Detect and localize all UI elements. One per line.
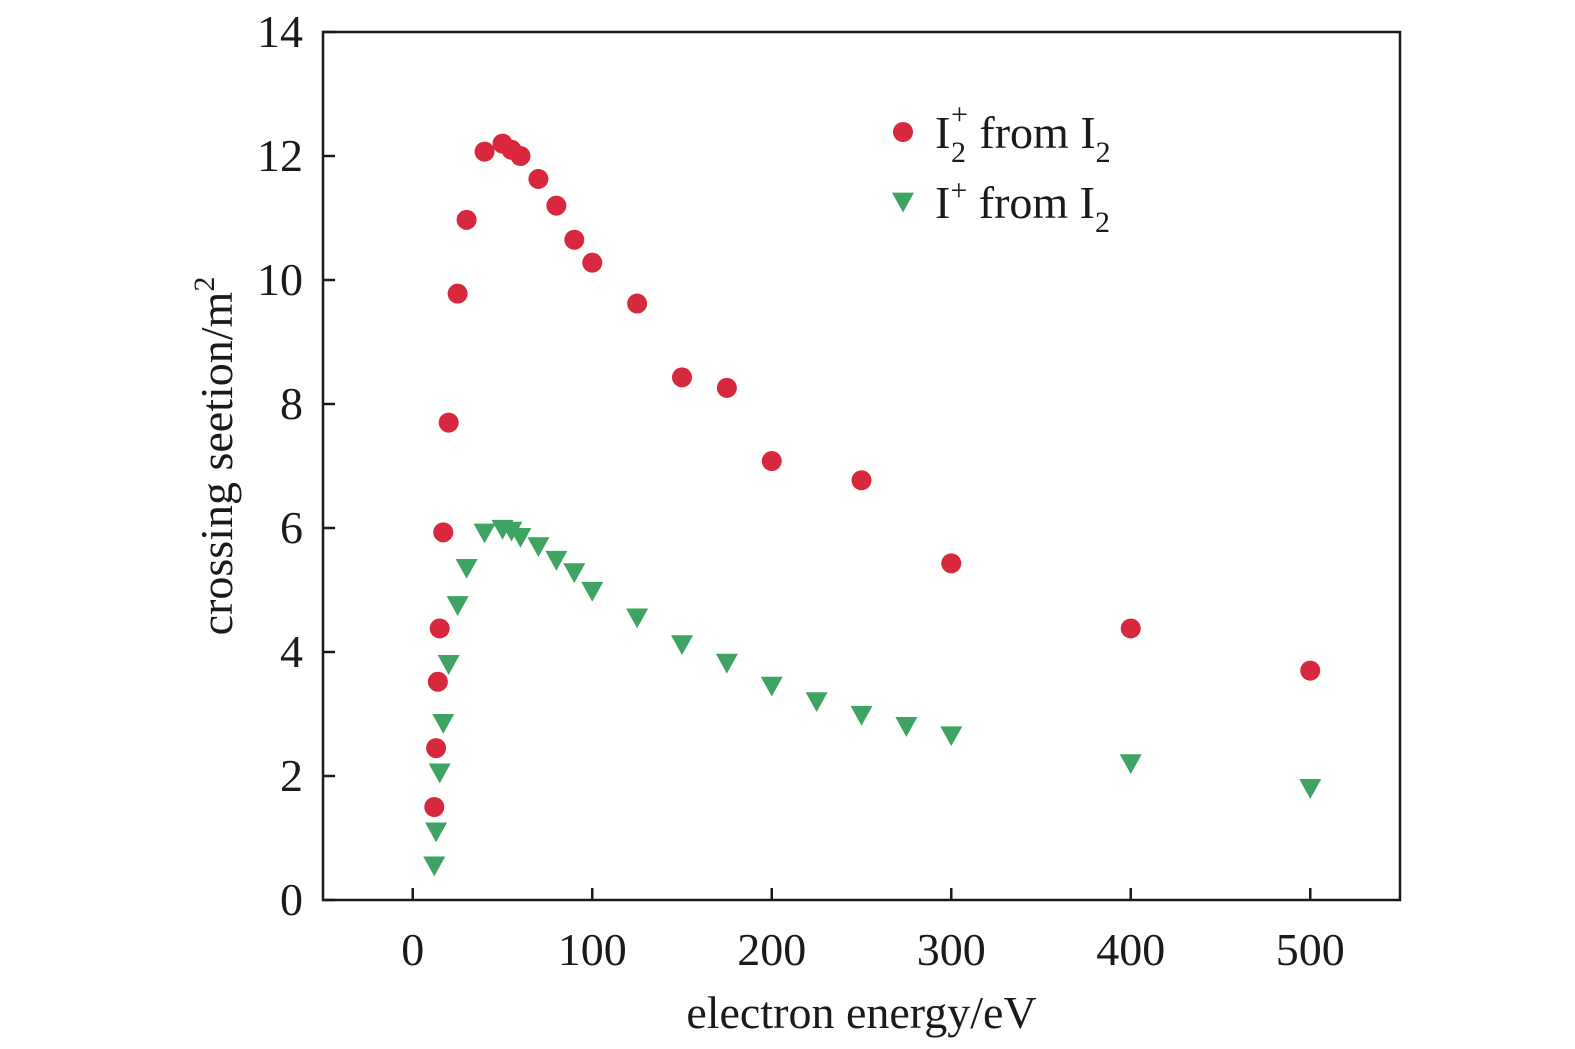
y-axis-label-sup: 2 [188,277,221,292]
data-point-triangle [446,596,469,616]
data-point-triangle [940,726,963,747]
data-point-circle [427,671,448,692]
y-tick-label: 0 [280,874,303,925]
data-point-circle [528,168,549,189]
series-group [423,519,1322,877]
x-tick-label: 300 [917,924,986,975]
plot-frame [321,30,1402,902]
data-point-circle [456,209,477,230]
data-point-triangle [509,527,532,548]
legend-marker-circle [893,122,913,142]
data-point-circle [761,451,782,472]
legend-label: I2+ from I2 [935,98,1111,169]
y-tick-label: 6 [280,502,303,553]
y-axis-label: crossing seetion/m2 [188,277,242,636]
legend-item: I+ from I2 [892,174,1110,239]
data-point-circle [426,738,447,759]
y-tick-label: 10 [257,254,303,305]
data-point-triangle [1119,754,1142,775]
data-point-circle [433,522,454,543]
data-point-triangle [437,655,460,675]
data-point-circle [1120,618,1141,639]
data-point-triangle [432,713,455,734]
data-point-triangle [563,563,586,584]
y-tick-label: 8 [280,378,303,429]
data-point-triangle [423,856,446,877]
data-point-triangle [473,523,496,544]
data-point-triangle [805,692,828,713]
legend: I2+ from I2I+ from I2 [892,98,1111,239]
data-point-triangle [715,653,738,674]
data-point-triangle [671,635,693,656]
y-axis-label-text: crossing seetion/m [191,291,242,635]
y-tick-label: 2 [280,750,303,801]
x-axis-label: electron energy/eV [686,987,1036,1038]
y-tick-label: 12 [257,130,303,181]
data-point-circle [510,146,531,166]
data-point-circle [424,797,445,817]
data-point-triangle [581,581,604,602]
data-point-triangle [1299,779,1322,799]
data-point-circle [716,377,737,398]
data-point-circle [627,293,648,314]
legend-label: I+ from I2 [935,174,1110,239]
data-point-circle [851,470,872,491]
data-point-triangle [895,717,918,737]
data-point-circle [941,553,962,574]
x-axis: 0 100 200 300 400 500 [401,888,1345,975]
data-point-triangle [527,537,550,558]
data-point-circle [438,412,459,433]
data-point-circle [429,618,450,639]
y-tick-label: 14 [257,6,303,57]
x-tick-label: 500 [1276,924,1345,975]
data-point-circle [474,141,495,162]
data-point-circle [1300,660,1321,681]
legend-marker-triangle [892,192,914,213]
x-tick-label: 200 [737,924,806,975]
data-point-triangle [760,676,783,697]
data-point-triangle [500,521,523,542]
data-point-triangle [428,763,451,784]
data-point-triangle [626,608,649,629]
data-series [423,133,1322,877]
legend-item: I2+ from I2 [893,98,1111,169]
series-group [424,133,1321,817]
data-point-triangle [850,705,873,726]
data-point-circle [447,283,468,304]
data-point-triangle [425,822,448,843]
data-point-triangle [455,558,478,579]
x-tick-label: 100 [558,924,627,975]
data-point-circle [582,252,603,273]
x-tick-label: 400 [1096,924,1165,975]
data-point-circle [564,229,585,250]
y-axis: 0 2 4 6 8 10 12 14 [257,6,335,925]
x-tick-label: 0 [401,924,424,975]
data-point-circle [546,195,567,216]
y-tick-label: 4 [280,626,303,677]
data-point-circle [672,367,692,388]
data-point-triangle [545,550,568,571]
